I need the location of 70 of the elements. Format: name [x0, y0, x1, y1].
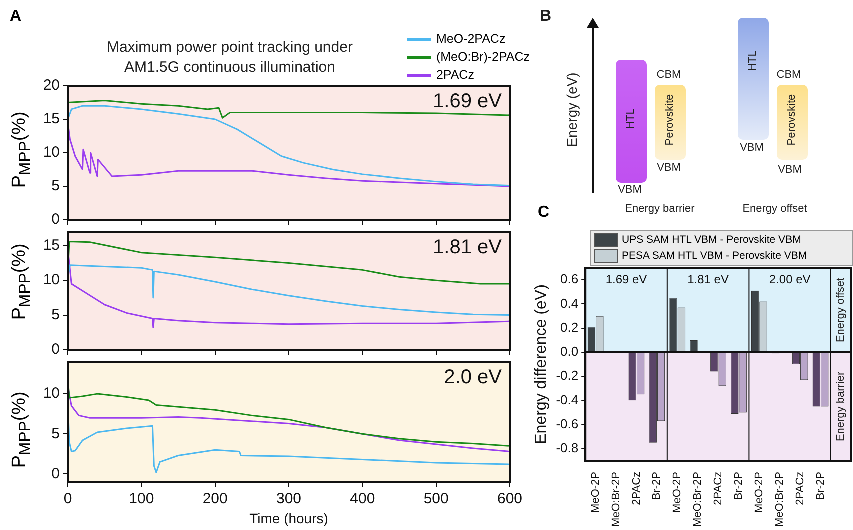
x-tick-label: 500: [424, 490, 449, 508]
text: C: [538, 204, 550, 222]
y-tick-label: -0.2: [556, 368, 579, 384]
text: B: [540, 8, 553, 26]
text: HTL: [747, 50, 759, 74]
x-tick-label: Br-2P: [651, 472, 664, 500]
text: VBM: [777, 164, 803, 176]
y-tick-label: 5: [52, 425, 60, 442]
x-tick-label: 300: [276, 490, 302, 508]
text: CBM: [776, 69, 802, 81]
x-tick-label: 0: [64, 490, 72, 508]
text: Energy (eV): [564, 72, 580, 150]
annotation: 2.0 eV: [444, 366, 503, 389]
y-tick-label: -0.8: [556, 440, 579, 456]
band-label: Energy barrier: [835, 372, 848, 442]
text: CBM: [656, 69, 682, 81]
text: VBM: [656, 162, 682, 174]
annotation: 1.81 eV: [433, 236, 503, 259]
x-tick-label: 2PACz: [712, 472, 725, 506]
y-tick-label: 5: [52, 178, 60, 195]
y-tick-label: 10: [43, 144, 60, 162]
x-tick-label: 2PACz: [630, 472, 643, 506]
text: Perovskite: [786, 94, 798, 146]
y-tick-label: 0.2: [560, 320, 579, 335]
x-tick-label: MeO:Br-2P: [692, 472, 704, 528]
legend-label: UPS SAM HTL VBM - Perovskite VBM: [622, 234, 802, 246]
x-tick-label: MeO-2P: [590, 472, 602, 513]
x-tick-label: 400: [350, 490, 376, 508]
y-tick-label: 0: [52, 211, 60, 228]
annotation: 2.00 eV: [769, 272, 811, 286]
y-tick-label: 5: [52, 306, 60, 324]
text: Energy barrier: [624, 203, 696, 215]
y-tick-label: 0.6: [560, 272, 579, 287]
y-axis-title: Energy difference (eV): [533, 284, 550, 444]
annotation: 1.69 eV: [606, 272, 648, 286]
x-tick-label: Br-2P: [733, 472, 746, 500]
x-tick-label: 600: [497, 490, 523, 508]
x-tick-label: MeO:Br-2P: [774, 472, 786, 528]
text: VBM: [617, 184, 643, 196]
y-tick-label: 0: [52, 341, 60, 358]
band-label: Energy offset: [835, 278, 848, 343]
text: VBM: [740, 142, 764, 154]
x-tick-label: MeO-2P: [672, 472, 684, 513]
annotation: 1.69 eV: [433, 90, 503, 113]
text: HTL: [625, 108, 637, 132]
y-tick-label: 0.0: [560, 344, 579, 360]
x-tick-label: 2PACz: [794, 472, 806, 506]
legend-label: 2PACz: [436, 68, 474, 82]
text: Energy offset: [742, 203, 808, 215]
x-tick-label: 100: [129, 490, 154, 508]
y-tick-label: 15: [43, 110, 60, 128]
x-axis-title: Time (hours): [250, 510, 328, 526]
y-tick-label: 10: [43, 272, 60, 289]
x-tick-label: MeO-2P: [753, 472, 766, 513]
text: Perovskite: [664, 94, 676, 146]
x-tick-label: Br-2P: [814, 472, 827, 500]
chart-title: Maximum power point tracking under AM1.5G continuous illumination: [106, 38, 354, 78]
y-tick-label: 10: [43, 385, 60, 402]
x-tick-label: 200: [202, 490, 228, 508]
text: A: [10, 8, 22, 26]
legend-label: PESA SAM HTL VBM - Perovskite VBM: [622, 250, 808, 262]
legend-label: MeO-2PACz: [436, 32, 506, 46]
y-tick-label: 20: [43, 77, 60, 94]
x-tick-label: MeO:Br-2P: [610, 472, 622, 528]
y-tick-label: 15: [43, 237, 60, 254]
legend-label: (MeO:Br)-2PACz: [436, 50, 530, 64]
annotation: 1.81 eV: [688, 272, 729, 286]
y-tick-label: -0.6: [556, 416, 579, 432]
y-tick-label: -0.4: [556, 392, 579, 408]
y-tick-label: 0.4: [560, 296, 579, 311]
